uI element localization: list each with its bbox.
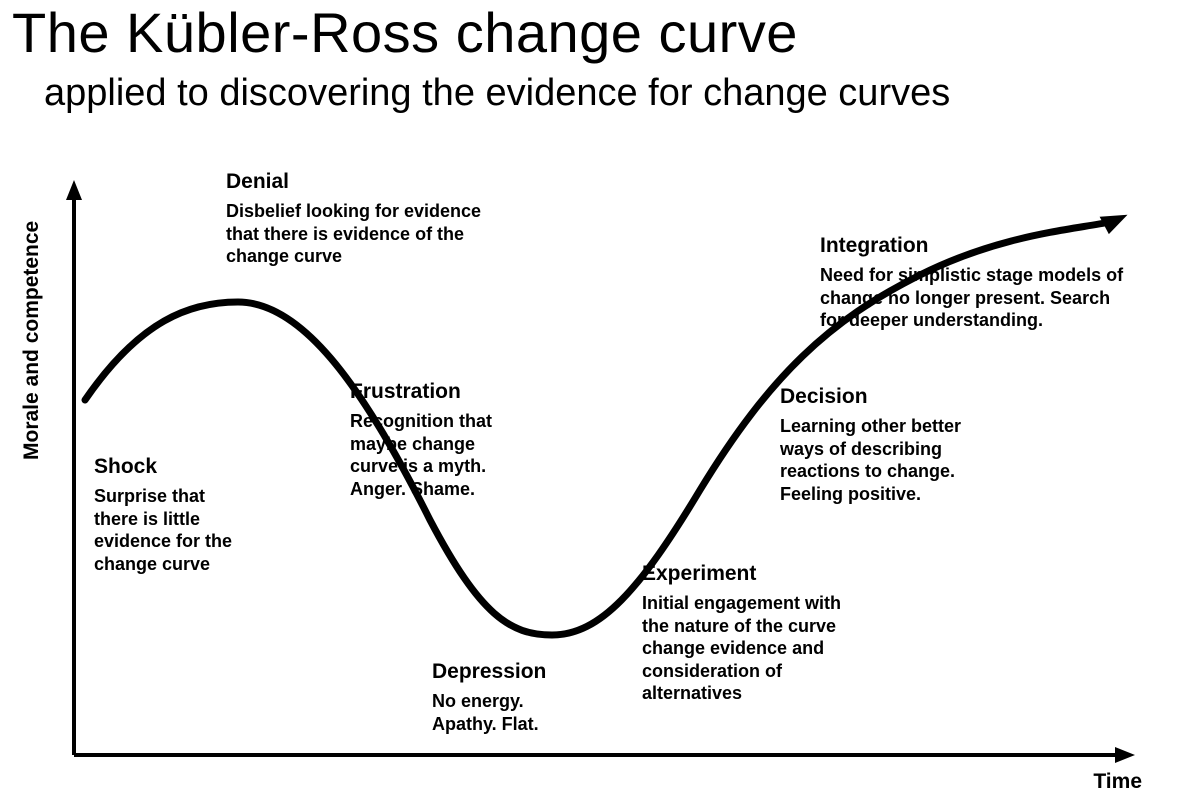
stage-title-experiment: Experiment: [642, 562, 902, 586]
stage-title-depression: Depression: [432, 660, 632, 684]
stage-experiment: Experiment Initial engagement with the na…: [642, 562, 902, 705]
stage-frustration: Frustration Recognition that maybe change…: [350, 380, 560, 500]
stage-desc-experiment: Initial engagement with the nature of th…: [642, 592, 902, 705]
stage-denial: Denial Disbelief looking for evidence tha…: [226, 170, 566, 268]
stage-decision: Decision Learning other better ways of de…: [780, 385, 1020, 505]
y-axis-label: Morale and competence: [20, 221, 44, 460]
stage-desc-denial: Disbelief looking for evidence that ther…: [226, 200, 566, 268]
x-axis-arrowhead: [1115, 747, 1135, 763]
stage-title-integration: Integration: [820, 234, 1190, 258]
diagram-page: The Kübler-Ross change curve applied to …: [0, 0, 1200, 806]
stage-title-shock: Shock: [94, 455, 304, 479]
stage-desc-shock: Surprise that there is little evidence f…: [94, 485, 304, 575]
stage-title-frustration: Frustration: [350, 380, 560, 404]
stage-desc-decision: Learning other better ways of describing…: [780, 415, 1020, 505]
stage-desc-depression: No energy. Apathy. Flat.: [432, 690, 632, 735]
stage-title-denial: Denial: [226, 170, 566, 194]
stage-integration: Integration Need for simplistic stage mod…: [820, 234, 1190, 332]
stage-shock: Shock Surprise that there is little evide…: [94, 455, 304, 575]
x-axis-label: Time: [1093, 770, 1142, 794]
stage-depression: Depression No energy. Apathy. Flat.: [432, 660, 632, 735]
stage-desc-integration: Need for simplistic stage models of chan…: [820, 264, 1190, 332]
curve-arrowhead: [1100, 215, 1129, 235]
stage-desc-frustration: Recognition that maybe change curve is a…: [350, 410, 560, 500]
stage-title-decision: Decision: [780, 385, 1020, 409]
y-axis-arrowhead: [66, 180, 82, 200]
